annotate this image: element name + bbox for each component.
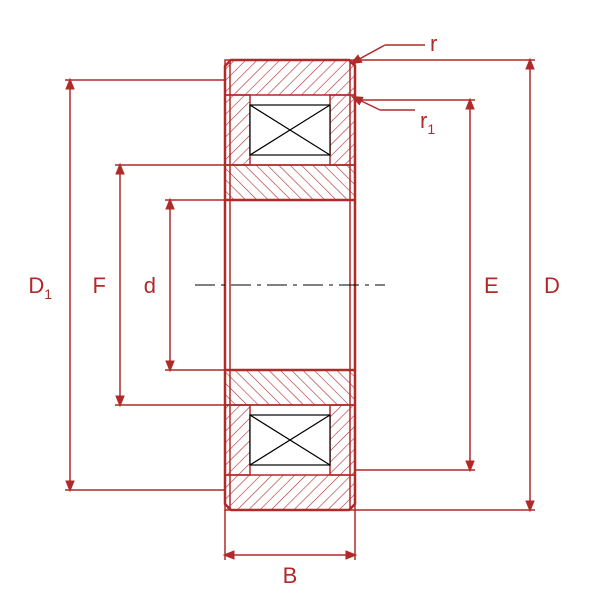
label-r1: r1 xyxy=(420,108,435,137)
leader-r1 xyxy=(353,97,380,110)
label-D1: D1 xyxy=(28,273,52,302)
label-r: r xyxy=(430,31,437,56)
bearing-diagram: D1 Fd E D Br r1 xyxy=(0,0,600,600)
inner-ring-top xyxy=(225,165,355,200)
label-B: B xyxy=(283,563,298,588)
label-d: d xyxy=(144,273,156,298)
outer-ring-top xyxy=(225,60,355,95)
inner-ring-bottom xyxy=(225,370,355,405)
label-D: D xyxy=(544,273,560,298)
label-E: E xyxy=(484,273,499,298)
label-F: F xyxy=(93,273,106,298)
outer-ring-bottom xyxy=(225,475,355,510)
